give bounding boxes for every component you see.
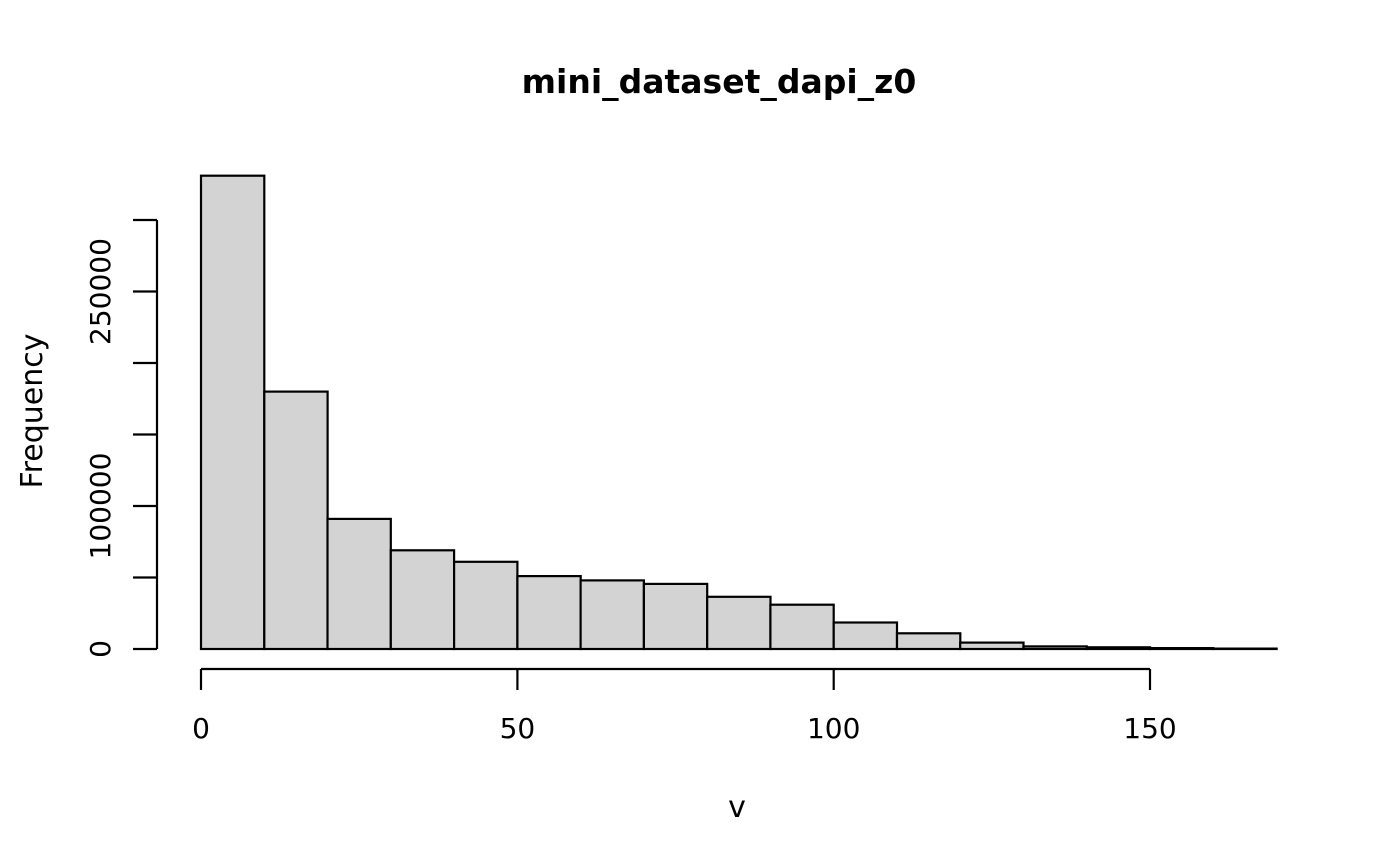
histogram-bar	[579, 579, 645, 651]
histogram-bar	[895, 632, 962, 651]
x-tick-label: 150	[1123, 712, 1176, 745]
histogram-bar	[1148, 646, 1215, 651]
x-tick-label: 50	[500, 712, 536, 745]
y-tick-label: 250000	[84, 238, 117, 345]
histogram-bar	[453, 560, 519, 651]
histogram-bar	[832, 621, 899, 651]
x-tick-label: 0	[192, 712, 210, 745]
histogram-bar	[959, 641, 1025, 651]
histogram-bar	[642, 582, 709, 651]
x-axis-label: v	[728, 790, 746, 825]
histogram-bar	[326, 517, 392, 651]
histogram-bar	[199, 174, 266, 651]
y-tick-label: 100000	[84, 453, 117, 560]
histogram-bar	[769, 603, 835, 651]
y-tick-label: 0	[84, 640, 117, 658]
histogram-bar	[389, 549, 456, 651]
histogram-bar	[1022, 645, 1088, 651]
histogram-bar	[263, 390, 329, 651]
y-axis-label: Frequency	[15, 334, 50, 489]
histogram-bar	[1085, 646, 1152, 651]
histogram-bar	[516, 574, 582, 651]
chart-title: mini_dataset_dapi_z0	[522, 62, 917, 101]
histogram-bar	[706, 595, 772, 651]
x-tick-label: 100	[807, 712, 860, 745]
